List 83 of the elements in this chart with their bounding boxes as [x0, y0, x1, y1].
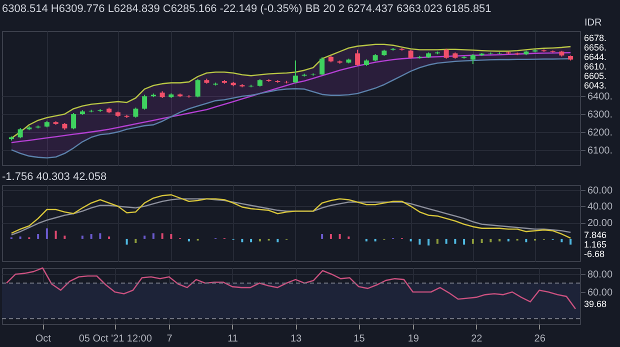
bar	[560, 238, 563, 242]
bar	[490, 238, 492, 242]
y-tick-label: 60.00	[588, 288, 613, 298]
bar	[161, 233, 164, 239]
text: 6610.	[584, 62, 607, 72]
bar	[134, 238, 137, 244]
candlestick	[142, 94, 148, 110]
y-tick-label: 80.00	[588, 270, 613, 281]
line-series	[6, 267, 576, 310]
bar	[81, 236, 84, 239]
x-tick-label: 26	[534, 334, 546, 344]
bar	[276, 238, 279, 242]
x-tick-label: 22	[471, 334, 483, 344]
bar	[525, 238, 528, 242]
bar	[570, 238, 572, 245]
text: 6678.	[584, 33, 607, 43]
bar	[19, 236, 22, 239]
bar	[374, 238, 376, 242]
x-tick-label: 11	[228, 334, 238, 344]
text: 6043.	[584, 80, 607, 90]
text: 39.68	[584, 299, 607, 309]
bar	[365, 238, 368, 242]
candlestick	[320, 56, 325, 76]
candlestick	[133, 107, 138, 118]
y-axis-title: IDR	[584, 18, 602, 28]
bar	[170, 234, 172, 239]
bar	[418, 238, 421, 245]
bar	[480, 238, 483, 244]
y-tick-label: 6300.	[588, 110, 613, 121]
candlestick	[195, 78, 200, 98]
bar	[507, 238, 510, 242]
chart-title: -1.756 40.303 42.058	[2, 170, 107, 183]
bar	[454, 238, 456, 244]
bar	[428, 238, 430, 246]
y-tick-label: 6400.	[588, 92, 613, 103]
x-tick-label: 15	[354, 334, 366, 344]
candlestick	[18, 128, 23, 139]
bar	[472, 238, 474, 244]
bar	[321, 234, 324, 239]
y-tick-label: 6200.	[588, 127, 613, 138]
bar	[108, 236, 110, 239]
x-tick-label: 05 Oct '21 12:00	[78, 334, 152, 344]
chart-title: 6308.514 H6309.776 L6284.839 C6285.166 -22.149 (-0.35%) BB 20 2 6274.437 6363.023 6185.851	[2, 3, 492, 15]
x-tick-label: Oct	[35, 334, 52, 344]
bar	[126, 238, 128, 245]
bar	[188, 238, 190, 242]
text: 6644.	[584, 52, 607, 62]
bar	[152, 233, 154, 239]
bar	[241, 238, 244, 242]
bar	[250, 238, 252, 242]
bar	[348, 236, 350, 239]
candlestick	[71, 112, 76, 130]
bar	[258, 238, 261, 242]
y-tick-label: 40.00	[588, 202, 613, 213]
candlestick	[444, 48, 449, 60]
bar	[64, 236, 66, 239]
text: 6605.	[584, 71, 607, 81]
x-tick-label: 7	[166, 334, 173, 344]
bar	[463, 238, 466, 245]
y-tick-label: 20.00	[588, 218, 613, 230]
text: -6.68	[584, 249, 605, 259]
bar	[410, 238, 412, 242]
bar	[54, 230, 57, 239]
bar	[46, 228, 48, 239]
bar	[498, 238, 501, 242]
bar	[338, 234, 341, 239]
y-tick-label: 6100.	[588, 145, 613, 156]
candlestick	[355, 49, 360, 66]
candlestick	[470, 54, 476, 65]
bar	[99, 233, 102, 239]
text: 6656.	[584, 42, 607, 52]
text: 7.846	[584, 230, 607, 240]
x-tick-label: 13	[290, 334, 302, 344]
x-tick-label: 19	[408, 334, 420, 344]
bar	[144, 236, 146, 239]
y-tick-label: 60.00	[588, 185, 613, 196]
bar	[445, 238, 448, 244]
candlestick	[292, 60, 298, 84]
bar	[330, 234, 332, 239]
bar	[436, 238, 438, 244]
text: 1.165	[584, 240, 607, 250]
bar	[37, 234, 40, 239]
bar	[90, 234, 92, 239]
